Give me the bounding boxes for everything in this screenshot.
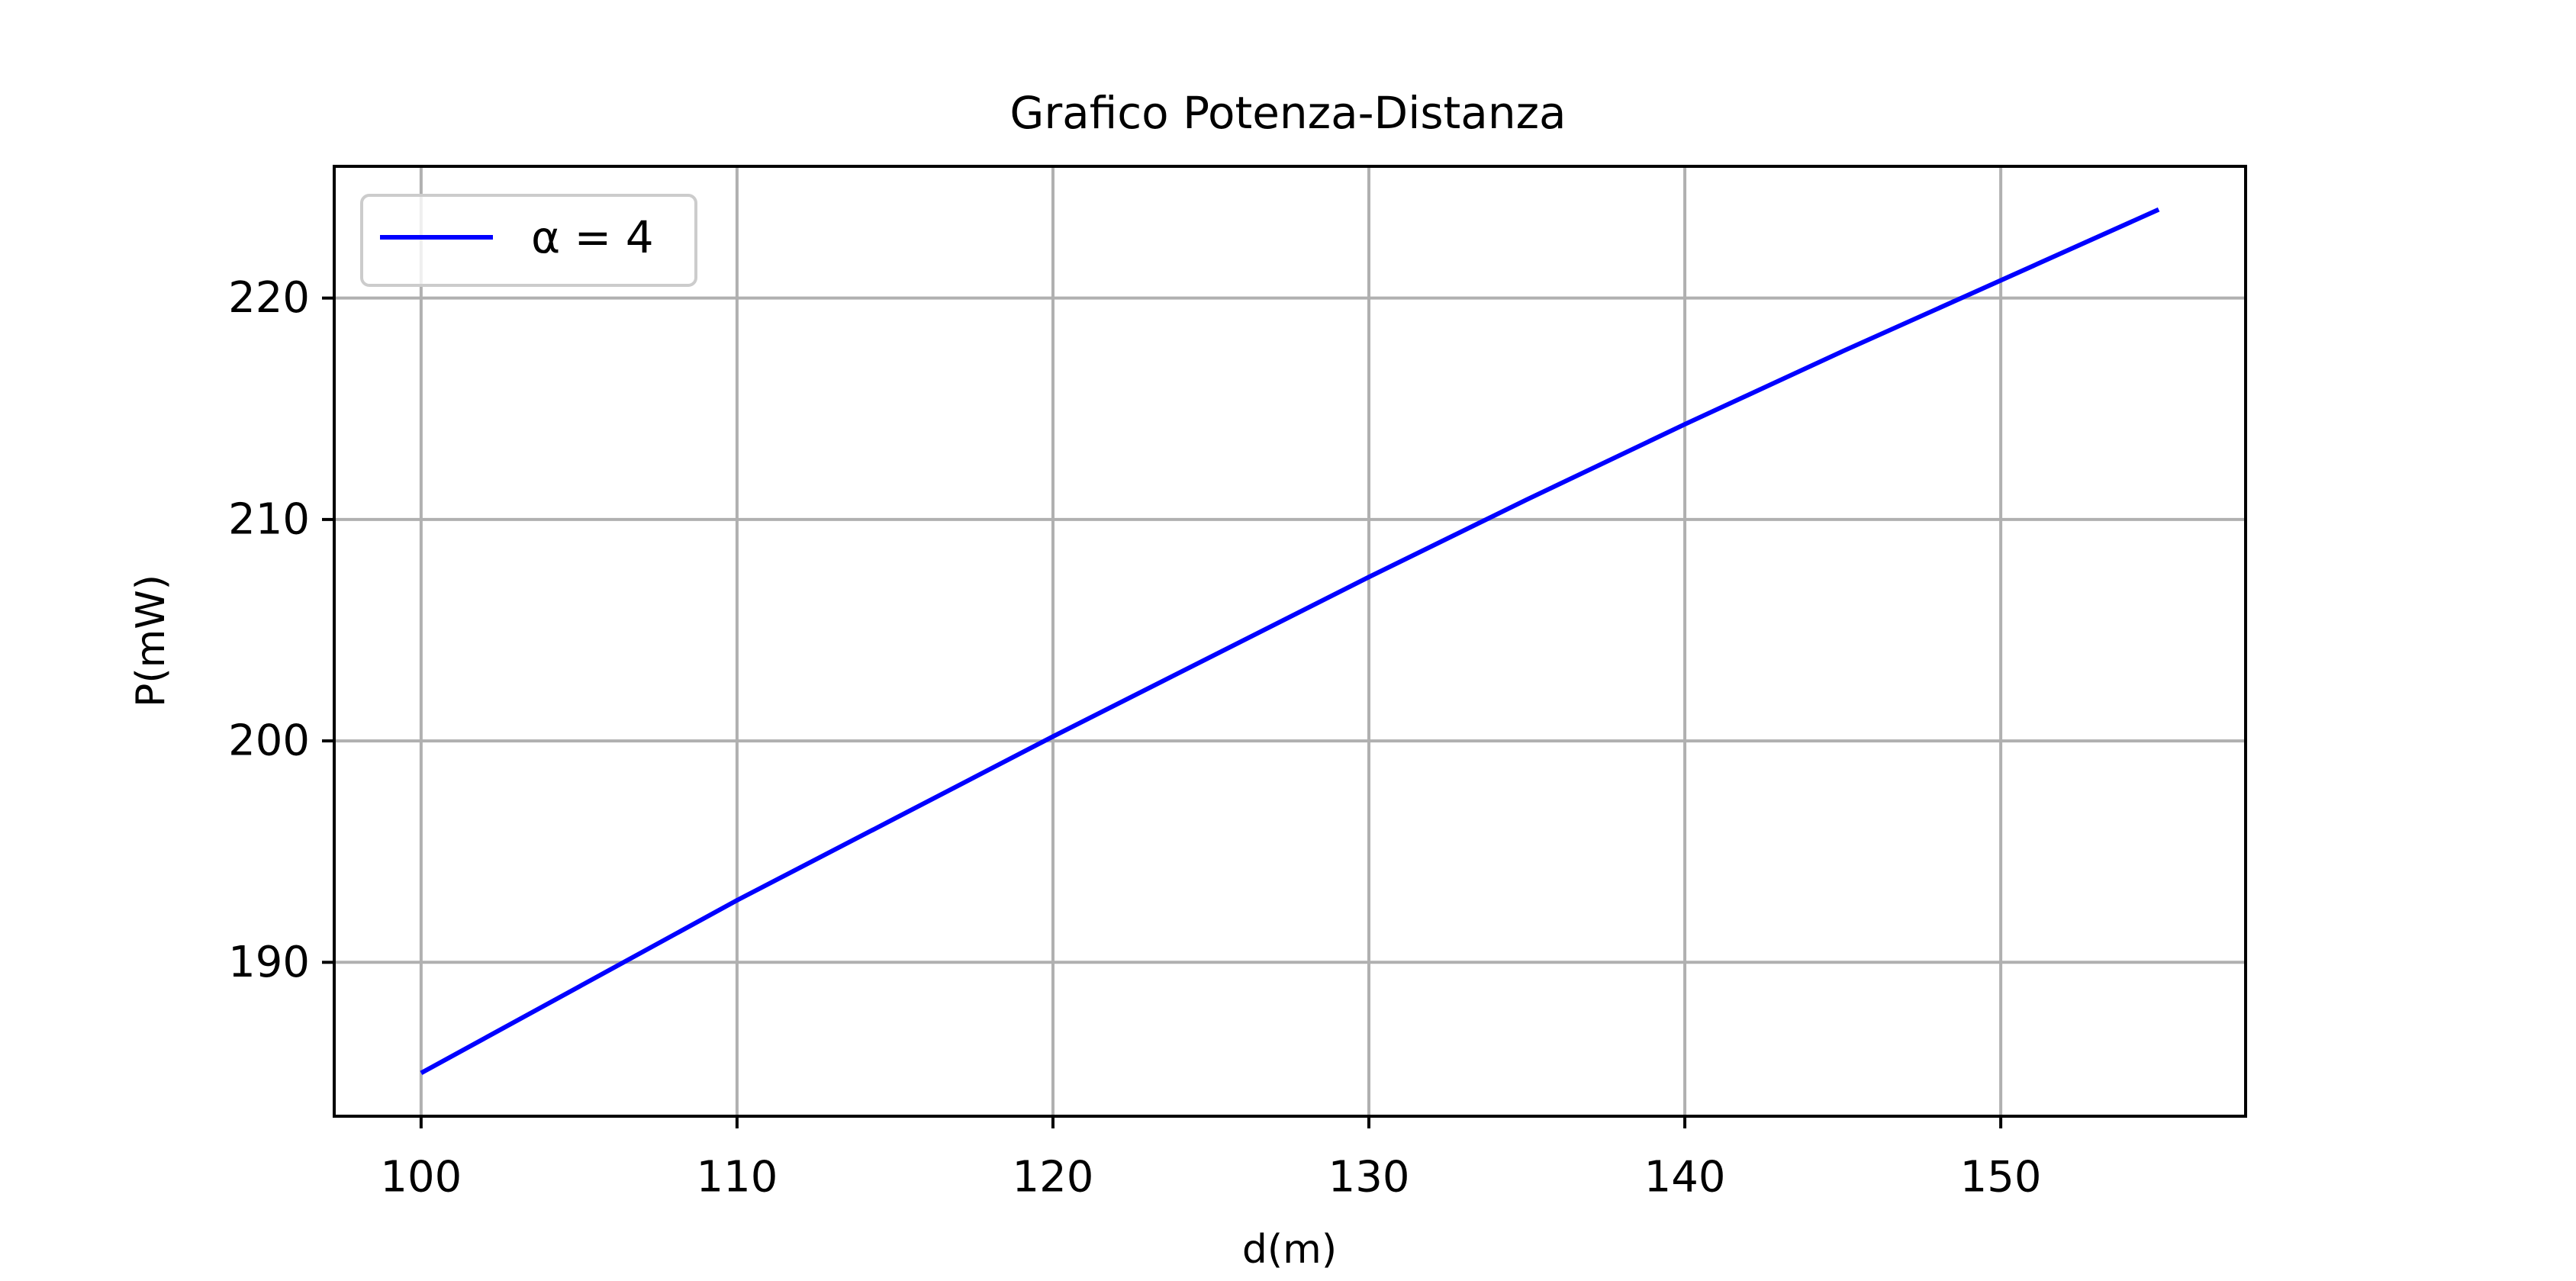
chart-title: Grafico Potenza-Distanza	[1009, 87, 1566, 139]
y-tick-label: 210	[228, 494, 310, 544]
x-tick-label: 100	[380, 1153, 462, 1202]
legend: α = 4	[360, 194, 697, 287]
x-tick-label: 110	[696, 1153, 778, 1202]
y-tick-label: 220	[228, 273, 310, 323]
x-axis: 100 110 120 130 140 150	[380, 1116, 2042, 1202]
x-tick-label: 130	[1328, 1153, 1410, 1202]
series-line	[420, 207, 2160, 1076]
grid	[334, 166, 2246, 1116]
legend-label: α = 4	[531, 211, 654, 263]
y-tick-label: 200	[228, 716, 310, 766]
legend-box	[360, 194, 697, 287]
y-tick-label: 190	[228, 938, 310, 987]
x-axis-label: d(m)	[1242, 1227, 1337, 1273]
series-layer	[420, 207, 2160, 1076]
plot-frame	[333, 165, 2247, 1118]
x-tick-label: 150	[1960, 1153, 2042, 1202]
y-axis-label: P(mW)	[128, 575, 174, 707]
x-tick-label: 140	[1644, 1153, 1726, 1202]
x-tick-label: 120	[1013, 1153, 1094, 1202]
y-axis: 190 200 210 220	[228, 273, 334, 987]
